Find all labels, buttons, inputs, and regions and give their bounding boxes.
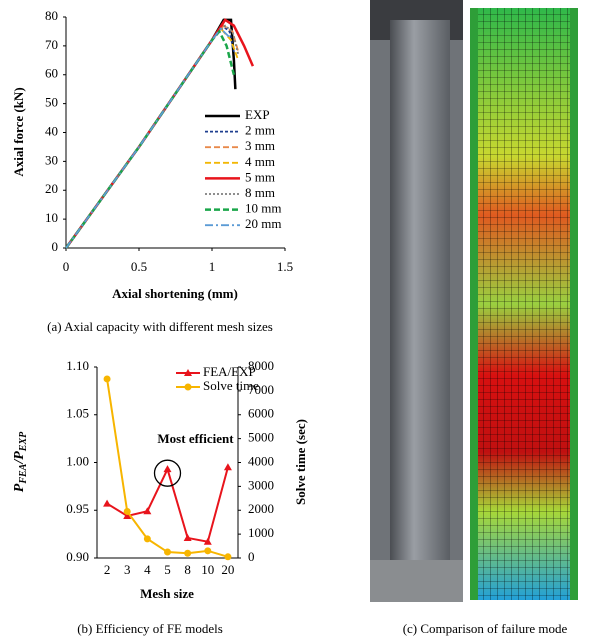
annotation-circle xyxy=(153,459,182,487)
marker xyxy=(103,499,112,507)
x-tick-label: 5 xyxy=(164,562,171,577)
y-tick-label: 50 xyxy=(45,95,58,110)
legend-label: Solve time xyxy=(203,378,259,393)
y2-tick-label: 0 xyxy=(248,549,255,564)
x-tick-label: 8 xyxy=(184,562,191,577)
marker xyxy=(204,547,212,555)
legend-label: 10 mm xyxy=(245,201,281,216)
y-tick-label: 0.90 xyxy=(66,549,89,564)
y-axis-label: Axial force (kN) xyxy=(11,87,26,176)
x-tick-label: 1.5 xyxy=(277,259,293,274)
marker xyxy=(164,548,171,556)
x-tick-label: 10 xyxy=(201,562,214,577)
series-line xyxy=(65,24,240,249)
legend-label: 4 mm xyxy=(245,154,275,169)
x-tick-label: 1 xyxy=(209,259,216,274)
fe-model xyxy=(470,8,578,600)
legend-marker xyxy=(184,369,192,376)
y-axis-label-part: EXP xyxy=(18,431,29,452)
marker xyxy=(224,553,232,561)
marker xyxy=(223,463,232,471)
marker xyxy=(203,537,212,545)
y-axis-label-part: FEA xyxy=(18,463,29,484)
series-line xyxy=(65,24,240,249)
y-axis-label: PFEA/PEXP xyxy=(12,431,29,492)
y-tick-label: 60 xyxy=(45,66,58,81)
y-tick-label: 1.05 xyxy=(66,406,89,421)
x-tick-label: 0 xyxy=(63,259,70,274)
y-tick-label: 80 xyxy=(45,8,58,23)
y-tick-label: 30 xyxy=(45,152,58,167)
marker xyxy=(123,507,131,515)
y2-tick-label: 5000 xyxy=(248,430,274,445)
marker xyxy=(183,533,192,541)
y-tick-label: 0 xyxy=(52,239,59,254)
y-tick-label: 1.00 xyxy=(66,453,89,468)
x-axis-label: Mesh size xyxy=(140,586,194,601)
y2-tick-label: 6000 xyxy=(248,406,274,421)
caption: (c) Comparison of failure mode xyxy=(403,621,568,636)
y-axis-label-part: /P xyxy=(12,451,27,465)
caption: (a) Axial capacity with different mesh s… xyxy=(47,319,273,334)
marker xyxy=(184,549,192,557)
caption: (b) Efficiency of FE models xyxy=(77,621,223,636)
x-tick-label: 0.5 xyxy=(131,259,147,274)
y-tick-label: 40 xyxy=(45,123,58,138)
series-line xyxy=(65,27,231,249)
marker xyxy=(123,511,132,519)
photo-specimen xyxy=(370,0,463,602)
legend-label: EXP xyxy=(245,107,270,122)
y2-tick-label: 3000 xyxy=(248,477,274,492)
marker xyxy=(163,465,172,473)
legend-label: 3 mm xyxy=(245,138,275,153)
x-tick-label: 4 xyxy=(144,562,151,577)
marker xyxy=(143,535,151,543)
legend-label: 8 mm xyxy=(245,185,275,200)
x-tick-label: 3 xyxy=(124,562,131,577)
legend-label: FEA/EXP xyxy=(203,364,256,379)
y2-tick-label: 1000 xyxy=(248,525,274,540)
y2-axis-label: Solve time (sec) xyxy=(293,419,308,505)
y-axis-label-part: P xyxy=(12,483,27,492)
marker xyxy=(103,375,111,383)
x-tick-label: 20 xyxy=(221,562,234,577)
series-line xyxy=(65,27,240,249)
y-tick-label: 10 xyxy=(45,210,58,225)
y-tick-label: 1.10 xyxy=(66,358,89,373)
y2-tick-label: 8000 xyxy=(248,358,274,373)
y-tick-label: 70 xyxy=(45,37,58,52)
legend-label: 5 mm xyxy=(245,169,275,184)
marker xyxy=(143,507,152,515)
y2-tick-label: 2000 xyxy=(248,501,274,516)
x-axis-label: Axial shortening (mm) xyxy=(112,286,238,301)
legend-marker xyxy=(184,383,192,391)
y2-tick-label: 4000 xyxy=(248,453,274,468)
series-line xyxy=(64,18,255,249)
legend-label: 2 mm xyxy=(245,123,275,138)
y-tick-label: 0.95 xyxy=(66,501,89,516)
x-tick-label: 2 xyxy=(104,562,111,577)
annotation: Most efficient xyxy=(157,431,234,446)
y-tick-label: 20 xyxy=(45,181,58,196)
series-line xyxy=(64,29,236,249)
y2-tick-label: 7000 xyxy=(248,382,274,397)
legend-label: 20 mm xyxy=(245,216,281,231)
